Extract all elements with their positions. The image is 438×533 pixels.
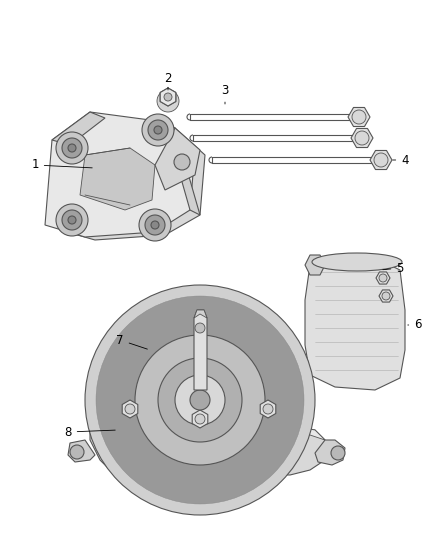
Polygon shape (185, 472, 215, 490)
Circle shape (104, 304, 296, 496)
Circle shape (263, 404, 273, 414)
Circle shape (68, 144, 76, 152)
Circle shape (100, 300, 300, 500)
Circle shape (128, 328, 272, 472)
Circle shape (331, 446, 345, 460)
Circle shape (148, 120, 168, 140)
Circle shape (142, 114, 174, 146)
Text: 3: 3 (221, 84, 229, 104)
Circle shape (124, 324, 276, 476)
Polygon shape (90, 425, 325, 475)
Circle shape (352, 110, 366, 124)
Circle shape (120, 320, 280, 480)
Circle shape (68, 216, 76, 224)
Polygon shape (155, 128, 200, 190)
Circle shape (195, 414, 205, 424)
Polygon shape (305, 255, 325, 275)
Circle shape (70, 445, 84, 459)
Polygon shape (348, 108, 370, 126)
Polygon shape (95, 425, 325, 440)
Polygon shape (305, 255, 405, 390)
Circle shape (112, 312, 288, 488)
Polygon shape (165, 122, 200, 215)
Circle shape (125, 404, 135, 414)
Circle shape (62, 138, 82, 158)
Polygon shape (60, 118, 205, 240)
Circle shape (194, 475, 206, 487)
Circle shape (85, 285, 315, 515)
Circle shape (158, 358, 242, 442)
Text: 7: 7 (116, 334, 147, 349)
Circle shape (135, 335, 265, 465)
Polygon shape (376, 272, 390, 284)
Circle shape (56, 132, 88, 164)
Circle shape (96, 296, 304, 504)
Circle shape (157, 90, 179, 112)
Polygon shape (160, 88, 176, 106)
Circle shape (56, 204, 88, 236)
Polygon shape (160, 88, 176, 106)
Polygon shape (122, 400, 138, 418)
Polygon shape (194, 310, 207, 318)
Text: 2: 2 (164, 71, 172, 90)
Circle shape (116, 316, 284, 484)
Circle shape (108, 308, 292, 492)
Text: 1: 1 (31, 158, 92, 172)
Circle shape (62, 210, 82, 230)
Circle shape (139, 209, 171, 241)
Polygon shape (80, 148, 155, 210)
Text: 6: 6 (408, 319, 422, 332)
Text: 4: 4 (393, 154, 409, 166)
Polygon shape (45, 112, 195, 237)
Circle shape (132, 332, 268, 468)
Polygon shape (52, 112, 105, 145)
Circle shape (151, 221, 159, 229)
Circle shape (175, 375, 225, 425)
Text: 8: 8 (64, 425, 115, 439)
Polygon shape (192, 410, 208, 428)
Text: 5: 5 (383, 262, 404, 274)
Circle shape (374, 153, 388, 167)
Polygon shape (68, 440, 95, 462)
Circle shape (190, 390, 210, 410)
Circle shape (355, 131, 369, 145)
Polygon shape (194, 310, 207, 390)
Circle shape (174, 154, 190, 170)
Ellipse shape (312, 253, 402, 271)
Circle shape (154, 126, 162, 134)
Polygon shape (315, 440, 345, 465)
Circle shape (145, 215, 165, 235)
Polygon shape (370, 150, 392, 169)
Polygon shape (351, 128, 373, 148)
Circle shape (164, 93, 172, 101)
Polygon shape (379, 290, 393, 302)
Circle shape (382, 292, 390, 300)
Circle shape (379, 274, 387, 282)
Polygon shape (260, 400, 276, 418)
Circle shape (195, 323, 205, 333)
